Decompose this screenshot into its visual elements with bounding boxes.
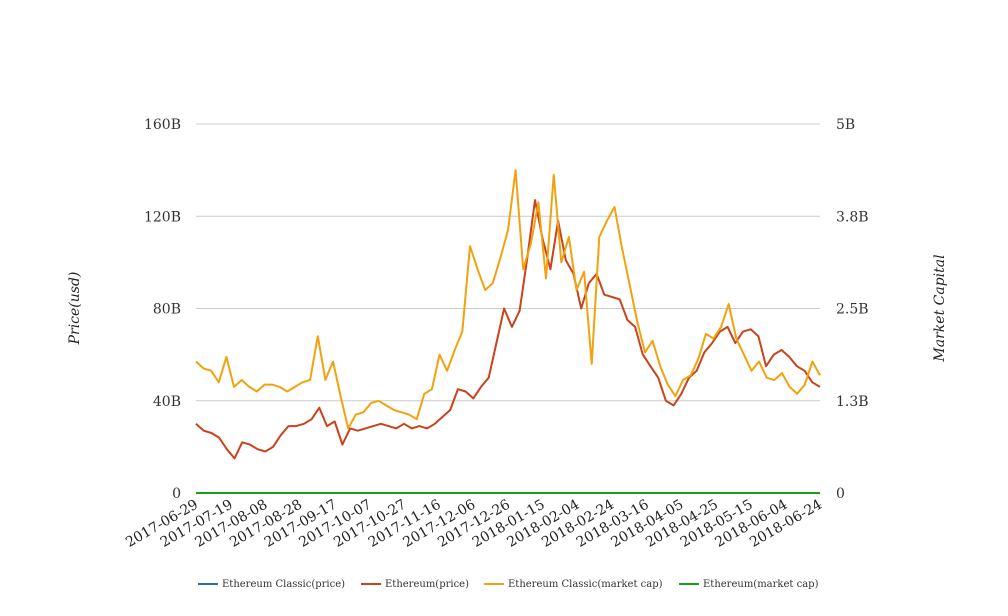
- legend: Ethereum Classic(price) Ethereum(price) Et…: [198, 579, 819, 590]
- legend-label: Ethereum(price): [385, 579, 469, 590]
- left-y-tick-label: 0: [172, 486, 181, 502]
- left-y-tick-label: 160B: [144, 117, 181, 133]
- left-y-axis-ticks: 0 40B 80B 120B 160B: [144, 117, 181, 502]
- x-axis-ticks: 2017-06-292017-07-192017-08-082017-08-28…: [123, 497, 825, 551]
- right-y-tick-label: 5B: [836, 117, 855, 133]
- right-y-tick-label: 2.5B: [836, 302, 869, 318]
- legend-label: Ethereum Classic(price): [222, 579, 345, 590]
- legend-label: Ethereum(market cap): [703, 579, 819, 590]
- right-y-tick-label: 1.3B: [836, 394, 869, 410]
- right-y-axis-title: Market Capital: [932, 254, 948, 362]
- legend-label: Ethereum Classic(market cap): [508, 579, 663, 590]
- right-y-axis-ticks: 0 1.3B 2.5B 3.8B 5B: [836, 117, 869, 502]
- left-y-axis-title: Price(usd): [67, 272, 83, 346]
- right-y-tick-label: 3.8B: [836, 209, 869, 225]
- series-line-3: [195, 169, 821, 430]
- series-lines: [195, 169, 821, 494]
- series-line-2: [195, 199, 821, 460]
- left-y-tick-label: 120B: [144, 209, 181, 225]
- left-y-tick-label: 40B: [153, 394, 181, 410]
- left-y-tick-label: 80B: [153, 302, 181, 318]
- right-y-tick-label: 0: [836, 486, 845, 502]
